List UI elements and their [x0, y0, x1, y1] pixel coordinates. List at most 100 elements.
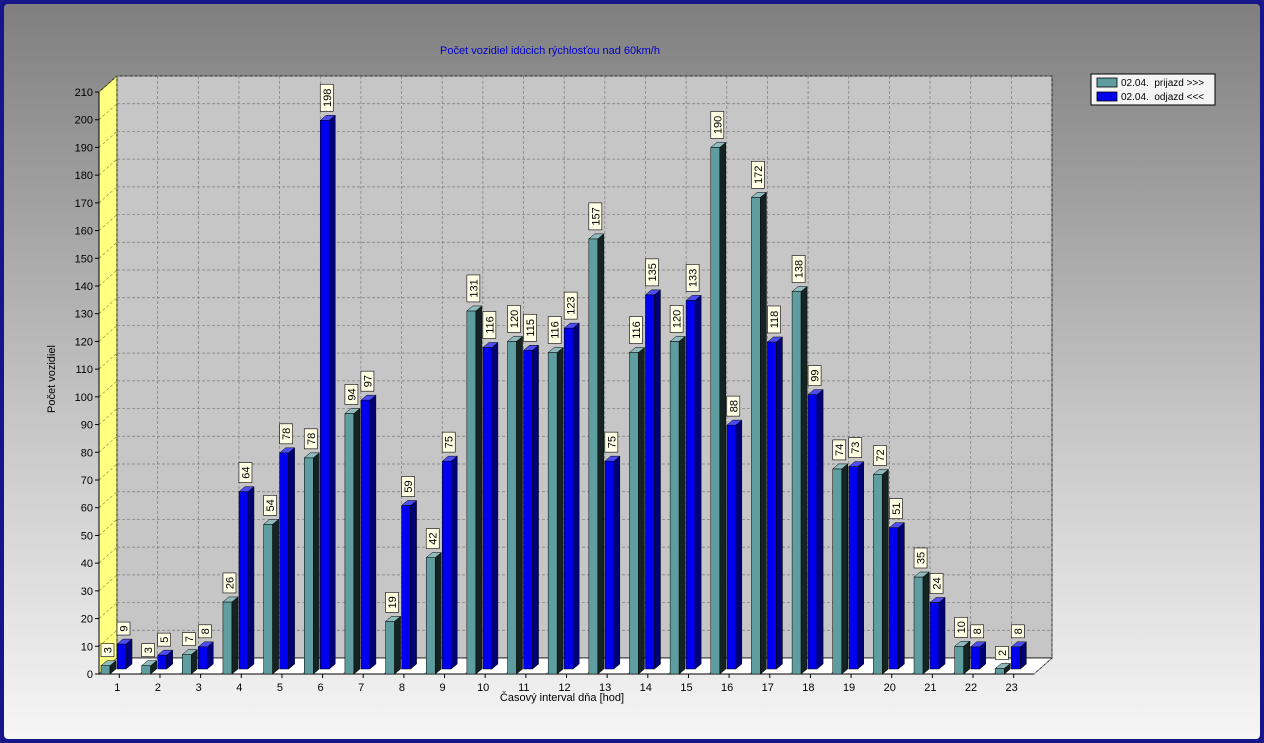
bar-side	[800, 286, 808, 675]
data-label-box	[1011, 624, 1025, 639]
x-tick-label: 10	[477, 682, 489, 694]
bar-top	[913, 571, 930, 578]
data-label-text: 115	[525, 319, 537, 337]
data-label-box	[198, 624, 212, 639]
bar-top	[303, 452, 320, 459]
bar-top	[262, 519, 280, 525]
y-tick-label: 150	[75, 253, 93, 265]
bar-front	[929, 602, 940, 670]
y-tick-label: 30	[81, 586, 93, 598]
x-tick-label: 9	[439, 682, 445, 694]
y-gridline-side	[98, 491, 118, 508]
data-label-box	[482, 311, 497, 339]
floor-gridline	[1033, 657, 1053, 675]
data-label: 8	[970, 624, 984, 639]
y-gridline-side	[98, 297, 118, 314]
bar-front	[995, 668, 1005, 675]
data-label: 190	[710, 111, 724, 139]
data-label: 3	[100, 643, 115, 657]
y-gridline-side	[98, 269, 118, 287]
y-tick-label: 70	[81, 475, 93, 487]
data-label-text: 123	[566, 296, 578, 314]
data-label-text: 42	[428, 532, 440, 544]
bar-side	[450, 455, 458, 670]
y-tick-label: 200	[75, 115, 93, 127]
data-label-text: 99	[810, 370, 822, 382]
data-label-box	[360, 370, 375, 392]
data-label-box	[401, 476, 415, 497]
legend-label-odjazd: 02.04. odjazd <<<	[1121, 92, 1204, 103]
data-label-text: 54	[265, 499, 277, 511]
data-label-text: 198	[322, 89, 334, 107]
x-tick-label: 5	[277, 682, 283, 694]
bar-top	[344, 408, 361, 414]
x-tick-label: 12	[558, 682, 570, 694]
y-tick-label: 60	[81, 503, 93, 515]
bar-front	[954, 646, 964, 675]
data-label-box	[441, 431, 456, 453]
y-gridline-side	[98, 519, 118, 536]
bar-front	[507, 341, 517, 675]
bar-front	[466, 310, 477, 675]
bar-front	[116, 643, 127, 670]
data-label-box	[726, 395, 741, 417]
y-gridline-side	[98, 75, 118, 93]
data-label-box	[929, 573, 944, 594]
data-label: 59	[401, 476, 415, 497]
data-label: 26	[222, 572, 236, 594]
bar-top	[848, 461, 865, 467]
data-label-text: 116	[631, 321, 643, 339]
data-label-text: 97	[362, 375, 374, 387]
y-tick-label: 110	[75, 364, 93, 376]
bar-top	[929, 597, 946, 603]
bar-top	[807, 389, 824, 395]
bar-top	[100, 660, 117, 666]
bar-side	[394, 615, 401, 675]
y-gridline-side	[98, 408, 118, 425]
bar-front	[848, 466, 858, 670]
data-label: 131	[466, 274, 481, 303]
data-label: 73	[848, 437, 862, 458]
data-label-box	[466, 274, 481, 303]
legend-label-prijazd: 02.04. prijazd >>>	[1121, 78, 1204, 89]
x-tick-label: 23	[1006, 682, 1018, 694]
data-label: 97	[360, 370, 375, 392]
bar-front	[588, 238, 599, 675]
y-tick-label: 130	[75, 309, 93, 321]
bar-front	[279, 452, 289, 670]
y-gridline-side	[98, 380, 118, 398]
data-label-text: 131	[468, 279, 480, 297]
data-label: 8	[198, 624, 212, 639]
x-tick-label: 15	[680, 682, 692, 694]
data-label: 3	[141, 643, 155, 657]
data-label-box	[563, 291, 578, 320]
data-label-box	[913, 547, 928, 569]
bar-front	[182, 654, 192, 675]
x-tick-label: 14	[640, 682, 652, 694]
bar-front	[482, 347, 493, 670]
y-gridline-side	[98, 214, 118, 231]
x-tick-label: 22	[965, 682, 977, 694]
x-tick-label: 8	[399, 682, 405, 694]
x-tick-label: 18	[802, 682, 814, 694]
y-tick-label: 190	[75, 142, 93, 154]
bar-side	[857, 461, 864, 670]
data-labels: 3 3 7 26 54 78 94 19 42 131 120 116 157 116 120 190 172 1…	[100, 83, 1025, 660]
data-label-text: 190	[712, 116, 724, 134]
data-label-box	[629, 316, 643, 344]
bar-top	[441, 455, 458, 462]
bar-front	[791, 291, 802, 675]
bar-top	[685, 295, 702, 301]
data-label: 75	[441, 431, 456, 453]
bar-front	[1011, 646, 1021, 670]
bar-side	[475, 305, 483, 675]
data-label-text: 75	[606, 436, 618, 448]
bar-top	[872, 469, 890, 475]
data-label-box	[751, 161, 765, 189]
y-gridline-side	[98, 602, 118, 619]
bar-top	[563, 322, 580, 329]
data-label-text: 172	[753, 166, 765, 184]
bar-top	[669, 336, 686, 342]
data-label: 115	[523, 313, 537, 342]
data-label-box	[832, 439, 847, 461]
